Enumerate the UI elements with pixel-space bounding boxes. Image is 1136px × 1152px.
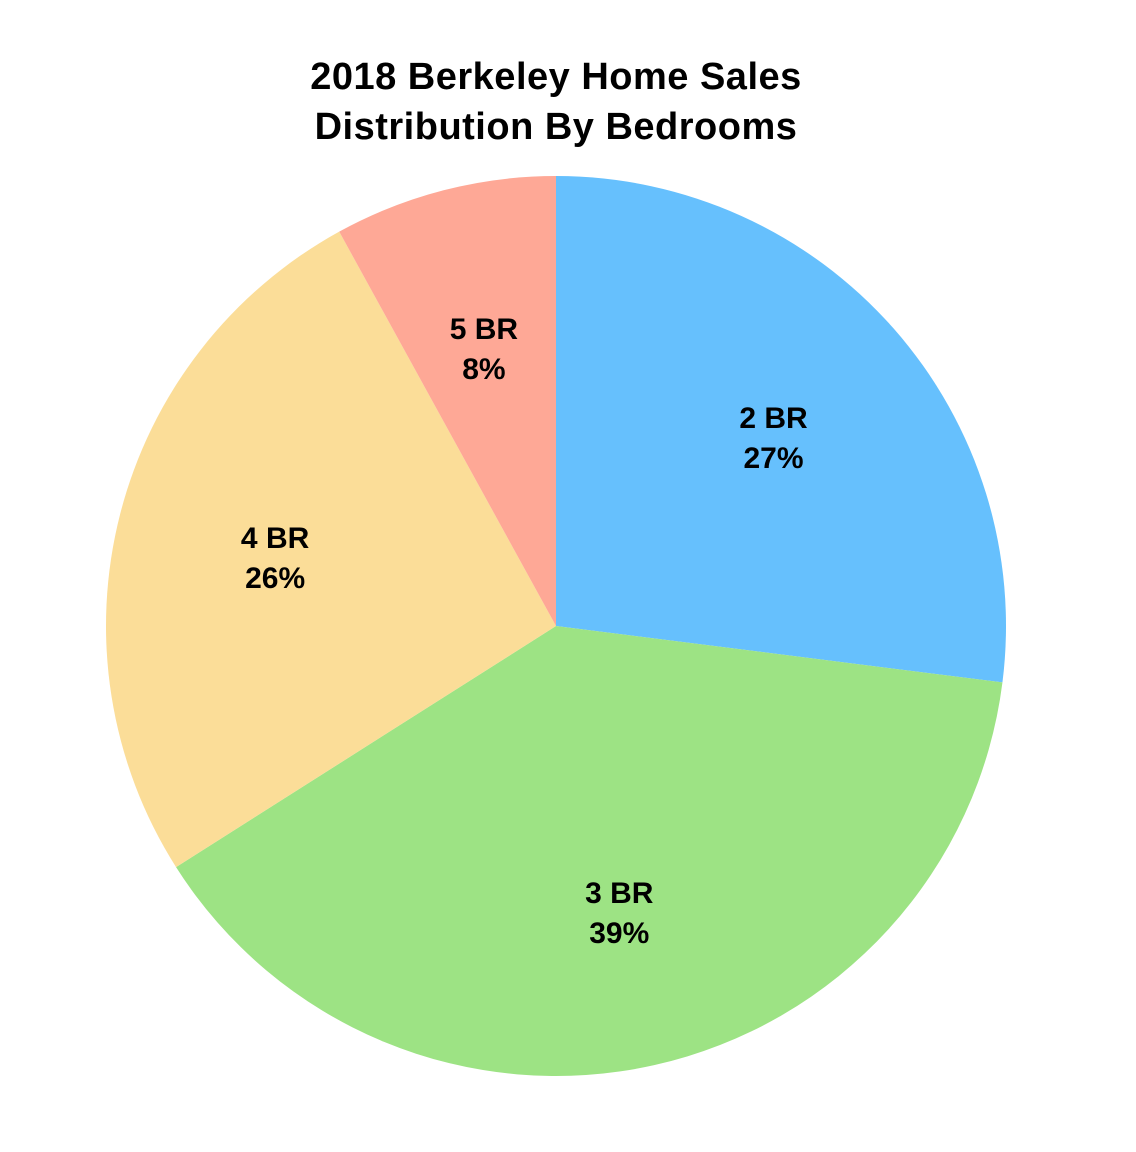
slice-value-4-br: 26% bbox=[245, 562, 305, 595]
pie-slice-4-br bbox=[106, 231, 557, 868]
slice-value-5-br: 8% bbox=[462, 353, 505, 386]
slice-label-4-br: 4 BR bbox=[241, 522, 310, 555]
slice-label-2-br: 2 BR bbox=[739, 402, 808, 435]
slice-label-5-br: 5 BR bbox=[450, 313, 519, 346]
slice-value-2-br: 27% bbox=[744, 442, 804, 475]
pie-slice-5-br bbox=[339, 176, 556, 626]
pie-slice-2-br bbox=[556, 176, 1006, 683]
pie-slice-3-br bbox=[176, 626, 1003, 1076]
chart-title-line-2: Distribution By Bedrooms bbox=[314, 106, 798, 148]
slice-value-3-br: 39% bbox=[589, 917, 649, 950]
chart-title-line-1: 2018 Berkeley Home Sales bbox=[310, 56, 802, 98]
slice-label-3-br: 3 BR bbox=[585, 877, 654, 910]
chart-title: 2018 Berkeley Home Sales Distribution By… bbox=[0, 52, 1112, 152]
